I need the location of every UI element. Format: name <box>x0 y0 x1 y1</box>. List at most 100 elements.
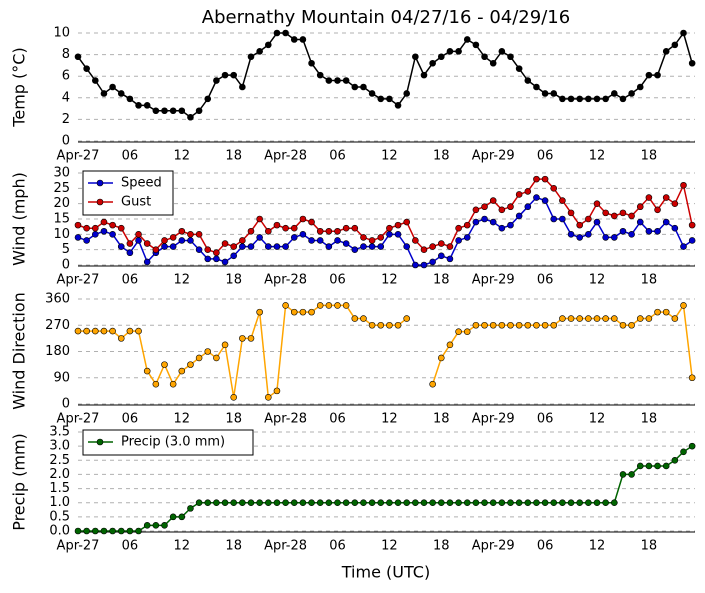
data-point <box>117 527 125 535</box>
data-point <box>213 499 220 507</box>
data-point <box>74 327 82 335</box>
data-point <box>325 243 333 250</box>
data-point <box>688 237 696 244</box>
data-point <box>377 95 385 103</box>
data-point <box>403 243 411 250</box>
data-point <box>368 499 376 507</box>
x-tick-label: 06 <box>329 149 346 164</box>
data-point <box>92 527 99 535</box>
data-point <box>585 499 592 507</box>
data-point <box>169 107 177 115</box>
data-point <box>299 36 307 43</box>
data-point <box>351 499 359 507</box>
data-point <box>325 227 333 235</box>
data-point <box>256 48 263 55</box>
data-point <box>230 393 237 401</box>
data-point <box>325 302 333 309</box>
data-point <box>282 243 289 250</box>
y-tick-label: 0 <box>62 134 70 149</box>
data-point <box>92 77 99 84</box>
data-point <box>152 107 160 115</box>
x-tick-label: 18 <box>225 412 242 427</box>
data-point <box>489 321 497 329</box>
data-point <box>602 234 609 241</box>
data-point <box>403 499 411 507</box>
data-point <box>420 261 428 269</box>
data-point <box>239 237 246 244</box>
data-point <box>550 499 558 507</box>
data-point <box>100 90 108 97</box>
data-point <box>109 221 116 229</box>
data-point <box>109 527 116 535</box>
data-point <box>126 527 134 535</box>
data-point <box>524 203 532 211</box>
data-point <box>334 237 341 244</box>
data-point <box>636 462 644 470</box>
data-point <box>619 227 627 235</box>
data-point <box>109 83 116 91</box>
data-point <box>671 315 679 322</box>
data-point <box>412 261 419 269</box>
data-point <box>360 83 367 91</box>
data-point <box>403 218 411 226</box>
data-point <box>377 243 385 250</box>
data-point <box>489 499 497 507</box>
data-point <box>213 354 220 362</box>
x-tick-label: 12 <box>381 412 398 427</box>
data-point <box>567 209 575 217</box>
data-point <box>671 200 679 207</box>
data-point <box>463 499 471 507</box>
x-tick-label: Apr-27 <box>57 539 100 554</box>
data-point <box>282 224 289 232</box>
data-point <box>169 243 177 250</box>
data-point <box>342 240 350 247</box>
data-point <box>308 308 315 316</box>
y-tick-label: 0.5 <box>49 509 70 524</box>
data-point <box>654 206 661 214</box>
data-point <box>187 361 194 368</box>
x-tick-label: 12 <box>174 412 191 427</box>
data-point <box>83 327 90 335</box>
data-point <box>342 302 350 309</box>
data-point <box>610 212 618 220</box>
x-tick-label: 18 <box>433 149 450 164</box>
y-tick-label: 2.5 <box>49 453 70 468</box>
data-point <box>256 234 263 241</box>
data-point <box>83 527 90 535</box>
data-point <box>628 212 635 220</box>
data-point <box>368 237 376 244</box>
data-point <box>533 83 540 91</box>
data-point <box>334 77 341 84</box>
data-point <box>290 36 298 43</box>
data-point <box>334 227 341 235</box>
data-point <box>593 95 601 103</box>
data-point <box>619 321 627 329</box>
data-point <box>515 321 523 329</box>
data-point <box>394 221 402 229</box>
data-point <box>688 59 696 67</box>
x-tick-label: Apr-28 <box>264 273 307 288</box>
data-point <box>100 218 108 226</box>
data-point <box>394 102 402 109</box>
data-point <box>541 197 549 204</box>
data-point <box>610 315 618 322</box>
data-point <box>74 53 82 61</box>
data-point <box>204 348 212 355</box>
data-point <box>437 499 445 507</box>
x-tick-label: Apr-28 <box>264 539 307 554</box>
y-tick-label: 90 <box>53 370 70 385</box>
data-point <box>117 335 125 342</box>
data-point <box>446 255 454 263</box>
data-point <box>481 321 488 329</box>
data-point <box>178 227 186 235</box>
data-point <box>593 315 601 322</box>
data-point <box>507 321 514 329</box>
data-point <box>420 71 428 79</box>
data-point <box>178 107 186 115</box>
data-point <box>213 77 220 84</box>
y-tick-label: 6 <box>62 69 70 84</box>
data-point <box>559 197 566 204</box>
data-point <box>161 237 168 244</box>
x-tick-label: 06 <box>122 539 139 554</box>
data-point <box>610 499 618 507</box>
